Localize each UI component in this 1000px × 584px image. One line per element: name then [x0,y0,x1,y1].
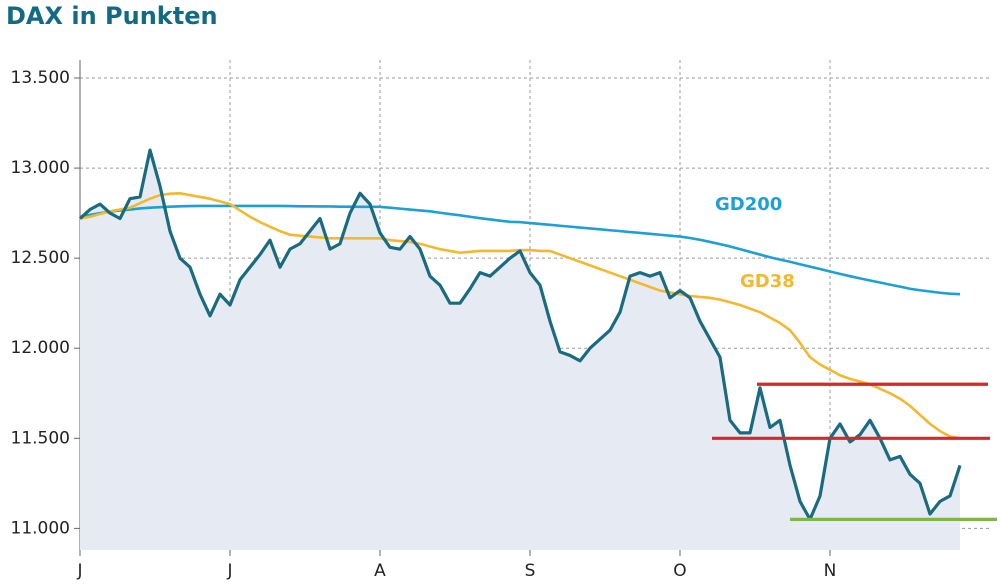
series-line [78,148,962,521]
x-tick-label: A [374,561,386,581]
x-tick-label: N [824,561,837,581]
y-tick-label: 11.500 [11,428,70,448]
y-tick-label: 12.000 [11,338,70,358]
series-line [79,204,961,296]
series-label: GD38 [740,271,795,292]
y-tick-label: 13.000 [11,158,70,178]
y-tick-label: 12.500 [11,248,70,268]
x-tick-label: J [76,561,82,581]
y-tick-label: 11.000 [11,518,70,538]
x-tick-label: S [525,561,536,581]
y-tick-label: 13.500 [11,68,70,88]
series-label: GD200 [715,194,782,215]
chart-title: DAX in Punkten [6,2,218,30]
x-tick-label: J [226,561,232,581]
area-fill [80,150,960,550]
x-tick-label: O [673,561,686,581]
